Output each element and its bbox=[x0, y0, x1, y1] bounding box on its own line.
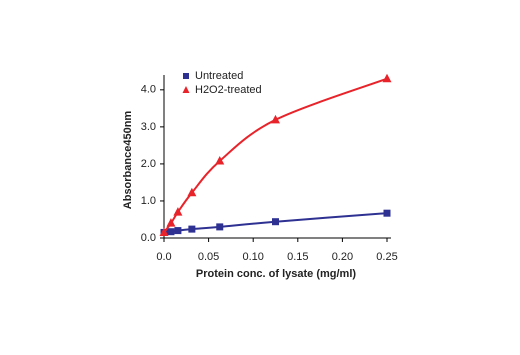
y-tick-label: 3.0 bbox=[141, 121, 156, 133]
x-tick-label: 0.15 bbox=[287, 251, 308, 263]
series-line bbox=[163, 77, 388, 234]
y-axis-label: Absorbance450nm bbox=[122, 111, 134, 210]
point bbox=[383, 209, 391, 217]
point bbox=[174, 227, 182, 235]
point bbox=[216, 223, 224, 231]
point bbox=[382, 73, 392, 83]
point bbox=[167, 228, 175, 236]
legend-marker bbox=[182, 86, 190, 93]
y-tick-label: 1.0 bbox=[141, 195, 156, 207]
x-axis-label: Protein conc. of lysate (mg/ml) bbox=[196, 268, 356, 280]
x-tick-label: 0.25 bbox=[376, 251, 397, 263]
x-tick-label: 0.20 bbox=[332, 251, 353, 263]
point bbox=[173, 207, 183, 216]
point bbox=[188, 225, 196, 233]
y-tick-label: 4.0 bbox=[141, 84, 156, 96]
legend-label: Untreated bbox=[195, 70, 243, 82]
x-tick-label: 0.05 bbox=[198, 251, 219, 263]
x-tick-label: 0.10 bbox=[242, 251, 263, 263]
point bbox=[166, 218, 176, 227]
point bbox=[272, 218, 279, 226]
point bbox=[159, 227, 169, 236]
y-tick-label: 2.0 bbox=[141, 158, 156, 170]
y-tick-label: 0.0 bbox=[141, 232, 156, 244]
legend-marker bbox=[183, 73, 189, 79]
point bbox=[271, 114, 280, 124]
point bbox=[187, 187, 197, 197]
x-tick-label: 0.0 bbox=[156, 251, 171, 263]
legend-label: H2O2-treated bbox=[195, 84, 262, 96]
point bbox=[215, 155, 225, 165]
